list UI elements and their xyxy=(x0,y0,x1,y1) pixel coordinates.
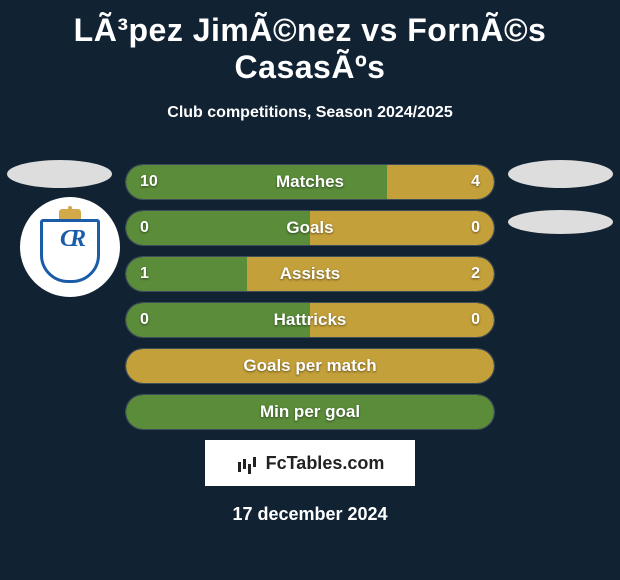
date-text: 17 december 2024 xyxy=(0,504,620,525)
chart-icon xyxy=(236,454,260,472)
comparison-title: LÃ³pez JimÃ©nez vs FornÃ©s CasasÃºs xyxy=(0,0,620,86)
stat-label: Goals xyxy=(126,211,494,244)
comparison-area: CR 104Matches 00Goals 12Assists 00Hattricks… xyxy=(0,164,620,430)
stat-label: Min per goal xyxy=(126,395,494,428)
stat-row: Min per goal xyxy=(125,394,495,430)
stat-row: 104Matches xyxy=(125,164,495,200)
stat-label: Goals per match xyxy=(126,349,494,382)
club-right-ellipse xyxy=(508,210,613,234)
stat-label: Assists xyxy=(126,257,494,290)
player-left-ellipse xyxy=(7,160,112,188)
club-shield-icon: CR xyxy=(40,209,100,285)
player-right-ellipse xyxy=(508,160,613,188)
club-badge-left: CR xyxy=(20,197,120,297)
stat-label: Matches xyxy=(126,165,494,198)
stats-bars-container: 104Matches 00Goals 12Assists 00Hattricks Goa… xyxy=(125,164,495,430)
stat-label: Hattricks xyxy=(126,303,494,336)
stat-row: Goals per match xyxy=(125,348,495,384)
stat-row: 00Hattricks xyxy=(125,302,495,338)
comparison-subtitle: Club competitions, Season 2024/2025 xyxy=(0,104,620,122)
fctables-logo[interactable]: FcTables.com xyxy=(205,440,415,486)
stat-row: 00Goals xyxy=(125,210,495,246)
shield-letters: CR xyxy=(43,226,97,253)
stat-row: 12Assists xyxy=(125,256,495,292)
logo-text: FcTables.com xyxy=(266,453,385,474)
